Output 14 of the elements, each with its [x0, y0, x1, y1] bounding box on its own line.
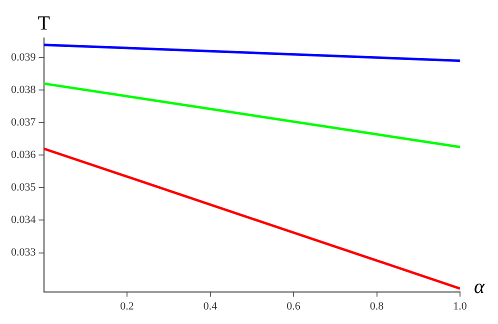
- y-axis-title: T: [38, 12, 50, 34]
- x-axis-title: α: [474, 276, 485, 298]
- y-tick-label: 0.036: [11, 149, 36, 162]
- y-tick-label: 0.034: [11, 214, 36, 226]
- x-tick-label: 0.4: [203, 300, 218, 312]
- x-tick-label: 0.8: [370, 300, 384, 312]
- y-tick-label: 0.038: [11, 84, 36, 96]
- x-tick-label: 1.0: [453, 300, 468, 312]
- x-tick-label: 0.2: [120, 300, 134, 312]
- y-tick-label: 0.033: [11, 246, 36, 259]
- y-tick-label: 0.035: [11, 182, 36, 194]
- y-tick-label: 0.037: [11, 116, 36, 128]
- y-tick-label: 0.039: [11, 51, 36, 64]
- x-tick-label: 0.6: [286, 300, 301, 312]
